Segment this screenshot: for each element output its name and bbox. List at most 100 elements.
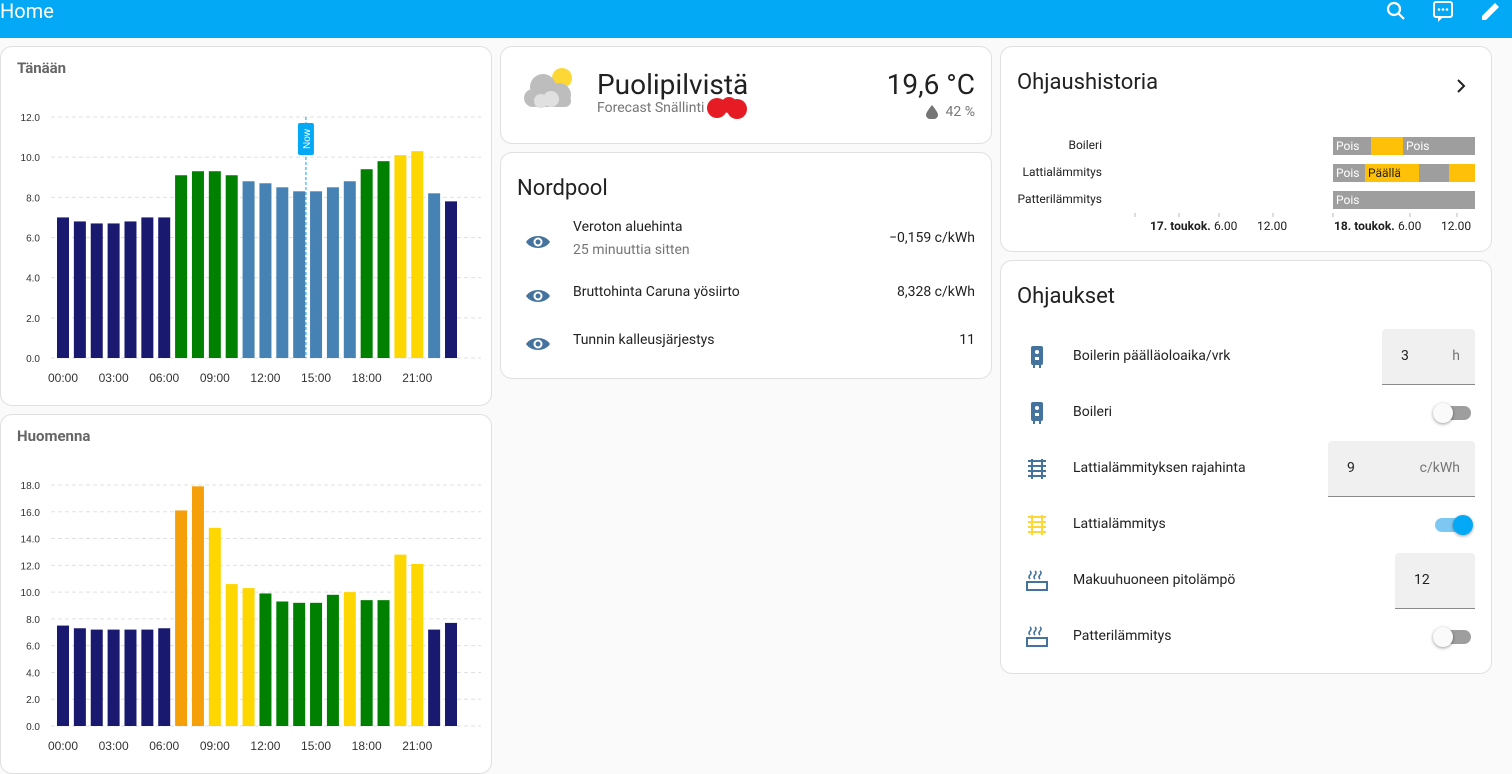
axis-label: 6.00 bbox=[1398, 219, 1422, 233]
icon-part bbox=[1026, 581, 1048, 591]
edit-icon[interactable] bbox=[1482, 3, 1499, 20]
y-tick-label: 10.0 bbox=[21, 588, 41, 599]
bar bbox=[175, 510, 188, 726]
boiler-icon bbox=[1031, 346, 1043, 368]
state-off[interactable]: Pois bbox=[1333, 137, 1371, 155]
history-card: Ohjaushistoria Boileri Lattialämmitys Pa… bbox=[1000, 46, 1492, 252]
bar bbox=[394, 155, 407, 358]
eye-pupil bbox=[535, 341, 541, 347]
bar bbox=[107, 223, 120, 358]
x-tick-label: 18:00 bbox=[352, 739, 382, 753]
toggle-knob bbox=[1433, 627, 1453, 647]
icon-part bbox=[1033, 421, 1035, 424]
number-input[interactable]: 12 bbox=[1395, 553, 1475, 609]
state-on[interactable] bbox=[1371, 137, 1403, 155]
icon-part bbox=[1035, 357, 1039, 360]
now-label: Now bbox=[302, 128, 313, 149]
bar bbox=[141, 217, 154, 358]
control-name: Boilerin päälläoloaika/vrk bbox=[1073, 348, 1231, 364]
state-off[interactable]: Pois bbox=[1333, 191, 1475, 209]
bar bbox=[57, 217, 69, 358]
y-tick-label: 2.0 bbox=[26, 695, 40, 706]
search-icon[interactable] bbox=[1386, 1, 1405, 20]
x-tick-label: 09:00 bbox=[200, 371, 230, 385]
entity-secondary: 25 minuuttia sitten bbox=[573, 242, 690, 258]
x-tick-label: 21:00 bbox=[402, 371, 432, 385]
top-bar: Home bbox=[0, 0, 1512, 38]
y-tick-label: 14.0 bbox=[21, 535, 41, 546]
x-tick-label: 12:00 bbox=[250, 371, 280, 385]
today-card: Tänään 0.0 2.0 4.0 6.0 8.0 10.0 12.0 00:00 03:00… bbox=[0, 46, 492, 406]
axis-label: 12.00 bbox=[1441, 219, 1472, 233]
input-unit: c/kWh bbox=[1419, 460, 1460, 476]
bar bbox=[428, 629, 441, 726]
control-name: Makuuhuoneen pitolämpö bbox=[1073, 572, 1236, 588]
icon-part bbox=[1039, 421, 1041, 424]
assist-icon[interactable] bbox=[1433, 1, 1453, 22]
bar bbox=[445, 201, 458, 358]
bar bbox=[293, 191, 306, 358]
weather-icon bbox=[524, 68, 572, 108]
entity-name: Tunnin kalleusjärjestys bbox=[573, 332, 715, 348]
state-off[interactable]: Pois bbox=[1403, 137, 1475, 155]
bar bbox=[158, 217, 171, 358]
card-title: Nordpool bbox=[517, 176, 608, 201]
state-off[interactable] bbox=[1419, 164, 1449, 182]
input-unit: h bbox=[1452, 348, 1460, 364]
icon-part bbox=[1033, 626, 1037, 636]
temperature: 19,6 °C bbox=[886, 68, 975, 101]
control-name: Lattialämmityksen rajahinta bbox=[1073, 460, 1246, 476]
radiator-icon bbox=[1026, 570, 1048, 591]
toggle[interactable] bbox=[1435, 515, 1473, 535]
bar bbox=[225, 175, 238, 358]
x-tick-label: 15:00 bbox=[301, 739, 331, 753]
y-tick-label: 18.0 bbox=[21, 481, 41, 492]
weather-card[interactable]: Puolipilvistä Forecast Snällinti 19,6 °C… bbox=[500, 46, 992, 144]
state-on[interactable] bbox=[1449, 164, 1475, 182]
humidity-icon bbox=[926, 105, 938, 119]
state-on[interactable]: Päällä bbox=[1365, 164, 1419, 182]
icon-part bbox=[1039, 365, 1041, 368]
bar bbox=[208, 527, 221, 726]
bar bbox=[73, 628, 86, 726]
state-off[interactable]: Pois bbox=[1333, 164, 1365, 182]
weather-source: Forecast Snällinti bbox=[597, 100, 705, 116]
bar bbox=[310, 191, 323, 358]
bar bbox=[360, 600, 373, 726]
more-arrow[interactable] bbox=[1453, 77, 1469, 95]
toggle[interactable] bbox=[1433, 627, 1471, 647]
bar bbox=[259, 183, 272, 358]
axis-label: 6.00 bbox=[1214, 219, 1238, 233]
icon-part bbox=[1041, 515, 1043, 535]
icon-part bbox=[1028, 470, 1046, 472]
entity-value: −0,159 c/kWh bbox=[888, 230, 975, 246]
toggle[interactable] bbox=[1433, 403, 1471, 423]
bar bbox=[57, 625, 69, 726]
toolbar-icons[interactable] bbox=[1384, 0, 1512, 24]
input-value: 12 bbox=[1414, 572, 1430, 588]
weather-condition: Puolipilvistä bbox=[597, 68, 749, 101]
bar bbox=[343, 181, 356, 358]
bar bbox=[377, 161, 390, 358]
icon-part bbox=[1028, 570, 1032, 580]
bar bbox=[310, 602, 323, 726]
bar bbox=[394, 554, 407, 726]
bar bbox=[225, 584, 238, 726]
bar bbox=[90, 223, 103, 358]
icon-part bbox=[1028, 521, 1046, 523]
icon-part bbox=[1028, 460, 1046, 462]
card-title: Ohjaukset bbox=[1017, 284, 1115, 309]
x-tick-label: 03:00 bbox=[99, 371, 129, 385]
bar bbox=[242, 588, 255, 726]
floor-icon bbox=[1028, 459, 1046, 479]
bar bbox=[191, 171, 204, 358]
timeline-label: Patterilämmitys bbox=[1017, 192, 1102, 206]
y-tick-label: 8.0 bbox=[26, 193, 40, 204]
icon-part bbox=[1031, 402, 1043, 421]
bar bbox=[141, 629, 154, 726]
eye-icon bbox=[526, 290, 550, 302]
number-input[interactable]: 9 c/kWh bbox=[1328, 441, 1475, 497]
icon-part bbox=[1028, 526, 1046, 528]
